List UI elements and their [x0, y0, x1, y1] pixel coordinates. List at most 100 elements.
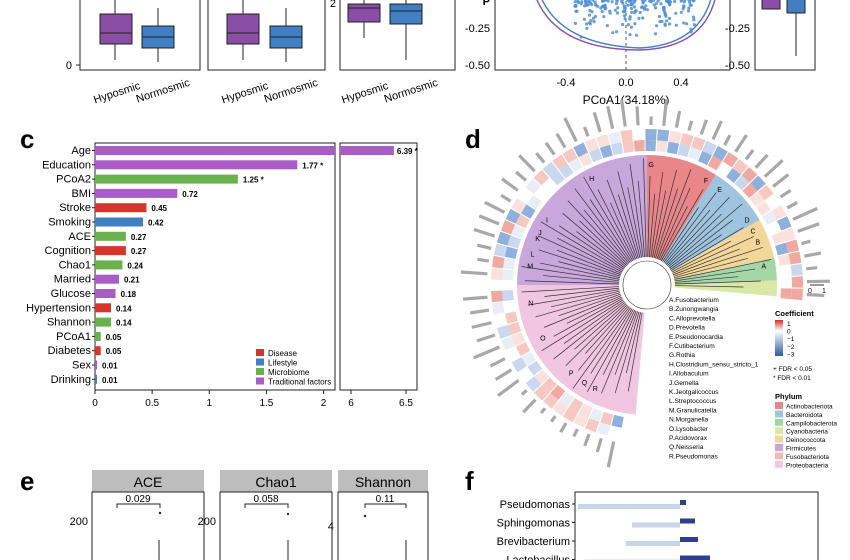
d-branch	[663, 192, 717, 263]
d-heat-cell	[633, 140, 645, 152]
f-category-label: Pseudomonas	[500, 499, 571, 511]
b-xtick-3: 0.4	[673, 77, 688, 89]
b-point	[628, 15, 632, 19]
d-branch	[541, 299, 624, 352]
d-node-label: R	[593, 386, 598, 393]
b-point	[679, 10, 684, 14]
b-point	[629, 6, 634, 11]
d-coef-tick: 1	[787, 321, 791, 328]
d-heat-cell	[562, 148, 578, 164]
d-heat-cell	[503, 300, 516, 313]
d-genus-label: K.Jeotgalicoccus	[669, 389, 719, 396]
f-frame	[574, 491, 819, 560]
b-point	[633, 0, 637, 2]
c-bar	[95, 260, 123, 270]
d-heat-cell	[620, 129, 633, 143]
panel-c-bar-chart: Age 6.39 * Education 1.77 * PCoA2 1.25 * BMI 0.…	[26, 142, 419, 409]
d-heat-cell	[600, 411, 614, 426]
d-branch	[542, 275, 620, 283]
d-branch	[627, 312, 643, 392]
b-point	[634, 9, 638, 13]
d-branch	[648, 193, 656, 258]
d-genus-label: C.Alloprevotella	[669, 315, 716, 322]
b-point	[621, 10, 626, 14]
b-point	[662, 6, 666, 11]
d-branch	[637, 180, 646, 258]
d-branch	[674, 276, 739, 283]
d-heat-cell	[622, 140, 634, 153]
d-heat-cell	[687, 146, 702, 161]
e-outlier-shannon	[363, 514, 367, 518]
c-legend-label: Microbiome	[268, 368, 310, 377]
d-branch	[618, 194, 639, 259]
d-branch	[655, 188, 678, 259]
d-node-label: B	[756, 240, 761, 247]
d-branch	[667, 213, 722, 266]
d-genus-label: E.Pseudonocardia	[669, 334, 723, 341]
c-bar	[95, 289, 116, 298]
d-clade-sector	[517, 155, 647, 285]
d-outer-bar	[500, 193, 512, 203]
d-heat-cell	[568, 397, 584, 413]
d-branch	[565, 304, 628, 366]
c-legend-label: Lifestyle	[268, 359, 298, 368]
d-heat-cell	[533, 169, 550, 186]
d-branch	[669, 219, 733, 269]
b-point	[621, 22, 625, 27]
b-point	[603, 0, 607, 1]
b-point	[575, 9, 579, 13]
d-heat-cell	[573, 142, 589, 158]
c-value-label: 0.27	[131, 247, 147, 256]
d-coef-tick: −1	[787, 336, 795, 343]
f-bar	[680, 555, 710, 560]
d-outer-bar	[520, 389, 528, 396]
b-point	[585, 3, 589, 7]
b-point	[603, 7, 607, 11]
b-ellipse-purple	[536, 0, 716, 51]
d-branch	[610, 202, 636, 260]
d-heat-cell	[500, 336, 516, 351]
b-ytick-1: -0.25	[465, 23, 490, 35]
e-strip-ace-label: ACE	[134, 474, 163, 490]
d-phylum-swatch	[775, 444, 783, 451]
b-side-box-norm	[786, 0, 806, 14]
d-outer-bar	[744, 149, 755, 161]
b-point	[611, 31, 615, 35]
d-heat-cell	[717, 161, 732, 177]
d-heat-cell	[552, 400, 569, 416]
f-bar	[632, 522, 680, 528]
d-heat-cell	[525, 376, 542, 392]
d-heat-cell	[771, 205, 787, 221]
b-point	[654, 2, 658, 6]
d-heat-cell	[502, 269, 514, 281]
b-point	[592, 20, 596, 24]
panel-e-label: e	[20, 466, 34, 496]
b-point	[621, 0, 625, 2]
d-heat-cell	[504, 246, 518, 259]
c-value-label: 0.18	[121, 290, 137, 299]
b-point	[641, 16, 645, 20]
b-point	[659, 2, 663, 6]
b-point	[667, 2, 671, 6]
e-strip-chao1-label: Chao1	[255, 474, 296, 490]
d-heat-cell	[777, 253, 791, 266]
d-heat-cell	[758, 184, 774, 201]
d-heat-cell	[780, 276, 792, 288]
d-branch	[525, 280, 620, 285]
b-point	[682, 21, 686, 25]
e-frame-chao1	[219, 491, 333, 560]
panel-d-label: d	[465, 124, 481, 154]
a3-hypo-box	[347, 3, 381, 23]
d-outer-bar	[522, 398, 537, 414]
b-point	[590, 10, 594, 14]
d-heat-cell	[541, 177, 557, 193]
d-branch	[674, 268, 756, 282]
d-outer-bar	[674, 110, 682, 129]
b-point	[685, 22, 689, 26]
b-point	[656, 0, 660, 3]
d-heat-cell	[775, 242, 789, 256]
d-heat-cell	[667, 141, 680, 155]
d-branch	[538, 235, 622, 274]
b-point	[579, 35, 583, 39]
d-heat-cell	[722, 152, 739, 168]
